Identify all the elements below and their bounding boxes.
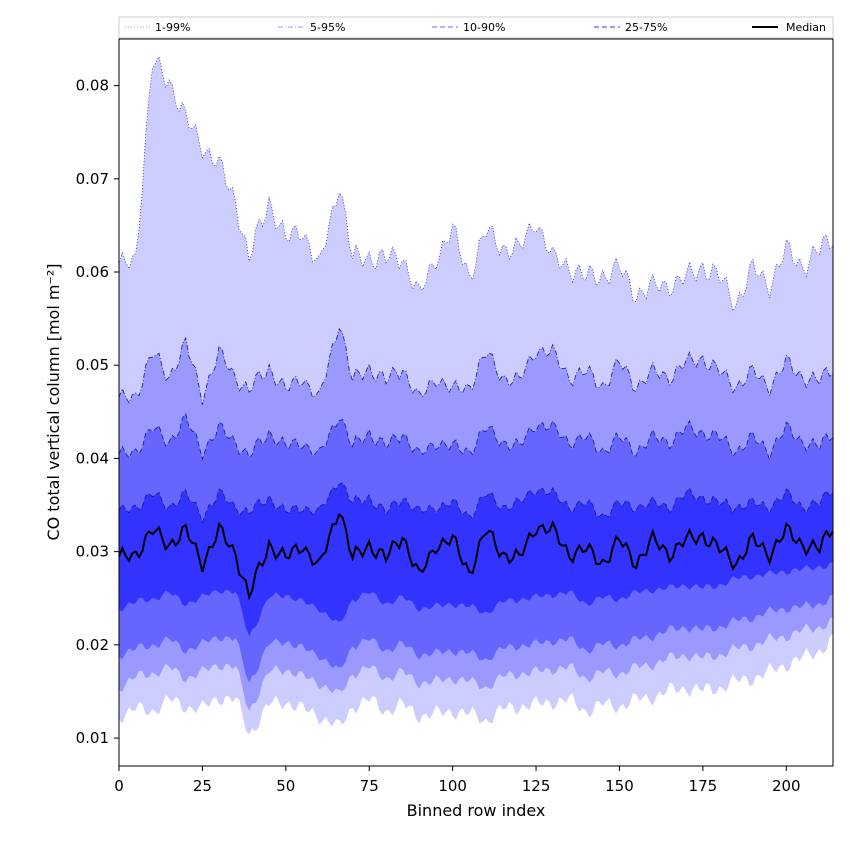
x-axis-label: Binned row index (407, 801, 546, 820)
x-tick-label: 75 (360, 777, 379, 795)
y-tick-label: 0.03 (76, 543, 109, 561)
y-tick-label: 0.02 (76, 636, 109, 654)
median-line (118, 512, 834, 601)
legend-box (118, 16, 834, 39)
x-tick-label: 100 (438, 777, 467, 795)
y-tick-label: 0.01 (76, 729, 109, 747)
legend-label: 1-99% (155, 21, 190, 34)
x-tick-label: 200 (772, 777, 801, 795)
plot-frame (118, 38, 834, 767)
y-tick-label: 0.04 (76, 449, 109, 467)
band-upper-line-10-90% (118, 412, 834, 461)
x-tick-label: 150 (605, 777, 634, 795)
x-tick-label: 125 (522, 777, 551, 795)
y-axis-label: CO total vertical column [mol m⁻²] (44, 263, 63, 540)
y-tick-label: 0.05 (76, 356, 109, 374)
y-axis-ticks: 0.01 0.02 0.03 0.04 0.05 0.06 0.07 0.08 (76, 77, 119, 747)
legend-label: Median (786, 21, 826, 34)
band-upper-line-25-75% (118, 482, 834, 524)
median-series (118, 512, 834, 601)
legend: 1-99% 5-95% 10-90% 25-75% Median (118, 16, 834, 39)
band-edge-lines (118, 55, 834, 524)
x-tick-label: 50 (276, 777, 295, 795)
x-axis-ticks: 0 25 50 75 100 125 150 175 200 (114, 766, 801, 795)
percentile-bands (119, 56, 833, 735)
y-tick-label: 0.06 (76, 263, 109, 281)
y-tick-label: 0.08 (76, 77, 109, 95)
x-tick-label: 25 (193, 777, 212, 795)
x-tick-label: 0 (114, 777, 124, 795)
legend-label: 5-95% (310, 21, 345, 34)
band-upper-line-5-95% (118, 328, 834, 406)
legend-label: 25-75% (625, 21, 667, 34)
x-tick-label: 175 (689, 777, 718, 795)
legend-label: 10-90% (463, 21, 505, 34)
y-tick-label: 0.07 (76, 170, 109, 188)
